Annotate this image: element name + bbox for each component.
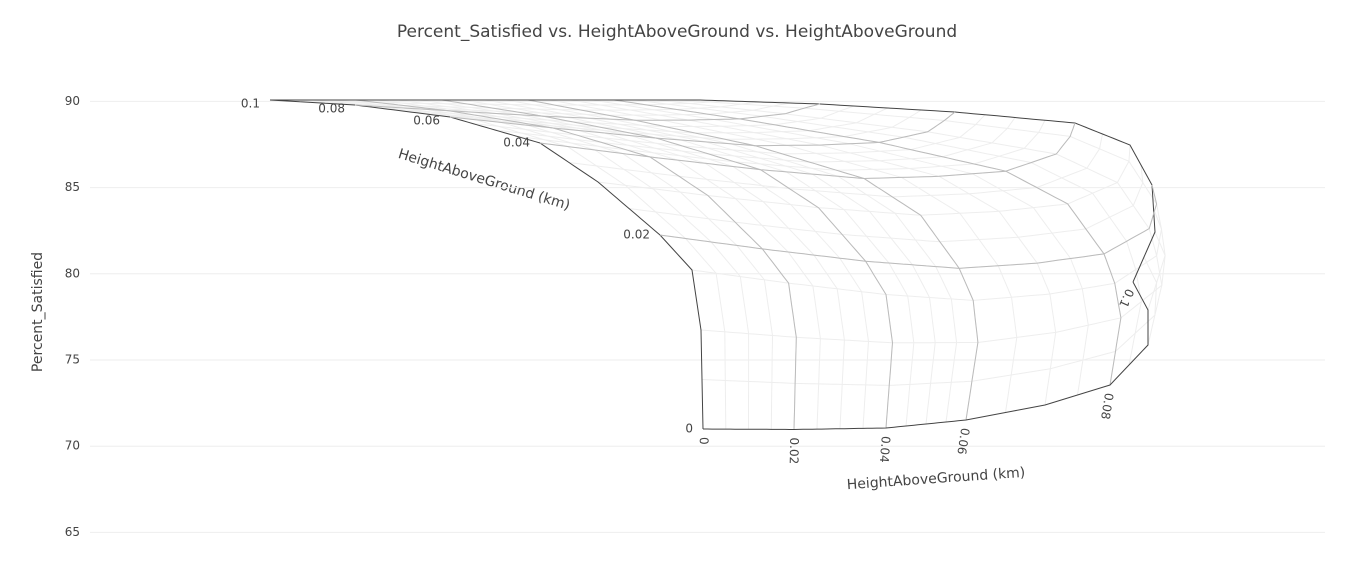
a-tick-label: 0.08 <box>1098 392 1116 421</box>
minor-grid <box>402 107 888 134</box>
a-boundary <box>699 99 1156 283</box>
a-axis-title: HeightAboveGround (km) <box>846 465 1026 493</box>
b-axis-title: HeightAboveGround (km) <box>396 146 572 214</box>
b-tick-label: 0.04 <box>503 136 530 150</box>
y-tick-label: 70 <box>65 439 80 453</box>
b-tick-label: 0.02 <box>623 228 650 242</box>
b-tick-label: 0.06 <box>413 114 440 128</box>
a-tick-label: 0.06 <box>954 427 972 456</box>
minor-grid <box>291 100 731 106</box>
minor-grid <box>426 109 922 140</box>
a-grid-line <box>613 99 1122 386</box>
minor-grid <box>506 99 958 423</box>
y-tick-label: 80 <box>65 266 80 280</box>
y-tick-label: 90 <box>65 94 80 108</box>
minor-grid <box>527 99 979 421</box>
minor-grid <box>463 99 915 427</box>
b-grid-line <box>354 103 821 121</box>
b-grid-line <box>449 111 956 147</box>
y-tick-label: 65 <box>65 525 80 539</box>
minor-grid <box>656 99 1163 346</box>
minor-grid <box>472 114 986 155</box>
minor-grid <box>312 99 750 430</box>
y-tick-label: 85 <box>65 180 80 194</box>
minor-grid <box>549 99 1018 413</box>
chart-title: Percent_Satisfied vs. HeightAboveGround … <box>397 22 957 42</box>
a-grid-line <box>441 99 894 429</box>
b-tick-label: 0 <box>685 422 693 436</box>
b-tick-label: 0.08 <box>318 102 345 116</box>
a-grid-line <box>527 99 979 421</box>
b-tick-label: 0.1 <box>241 97 260 111</box>
minor-grid <box>678 99 1166 311</box>
minor-grid <box>378 105 854 128</box>
minor-grid <box>377 99 821 430</box>
y-axis-title: Percent_Satisfied <box>30 252 46 372</box>
b-boundary <box>703 281 1149 430</box>
minor-grid <box>570 99 1057 406</box>
b-grid-line <box>659 184 1158 269</box>
y-tick-label: 75 <box>65 353 80 367</box>
a-tick-label: 0.02 <box>787 437 802 464</box>
minor-grid <box>312 101 761 111</box>
a-grid-line <box>355 99 797 430</box>
a-tick-label: 0.04 <box>877 436 893 464</box>
a-boundary <box>269 99 704 430</box>
minor-grid <box>635 99 1142 366</box>
b-grid-line <box>539 122 1076 180</box>
a-tick-label: 0 <box>697 437 711 445</box>
minor-grid <box>333 102 791 116</box>
minor-grid <box>592 99 1089 396</box>
minor-grid <box>494 117 1016 163</box>
